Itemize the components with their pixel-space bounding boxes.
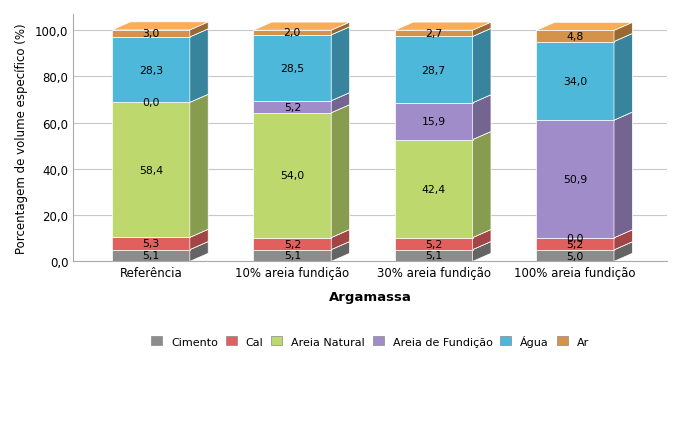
- X-axis label: Argamassa: Argamassa: [329, 291, 411, 304]
- Text: 4,8: 4,8: [567, 32, 584, 42]
- Text: 5,0: 5,0: [567, 251, 584, 261]
- Polygon shape: [190, 230, 208, 250]
- Bar: [112, 250, 190, 262]
- Polygon shape: [536, 113, 632, 121]
- Polygon shape: [536, 34, 632, 43]
- Bar: [536, 121, 614, 238]
- Polygon shape: [112, 95, 208, 103]
- Bar: [112, 103, 190, 238]
- Text: 2,0: 2,0: [284, 28, 301, 38]
- Bar: [254, 250, 331, 262]
- Text: 3,0: 3,0: [143, 29, 160, 39]
- Text: 58,4: 58,4: [139, 166, 163, 175]
- Text: 54,0: 54,0: [280, 171, 304, 181]
- Bar: [395, 37, 473, 104]
- Polygon shape: [473, 132, 491, 238]
- Text: 50,9: 50,9: [563, 175, 587, 184]
- Bar: [254, 31, 331, 36]
- Polygon shape: [331, 230, 350, 250]
- Polygon shape: [395, 132, 491, 140]
- Text: 42,4: 42,4: [421, 184, 446, 194]
- Text: 5,2: 5,2: [425, 239, 443, 249]
- Polygon shape: [536, 242, 632, 250]
- Bar: [536, 31, 614, 43]
- Polygon shape: [473, 242, 491, 262]
- Bar: [395, 104, 473, 140]
- Text: 5,2: 5,2: [284, 102, 301, 113]
- Polygon shape: [614, 34, 632, 121]
- Bar: [112, 31, 190, 38]
- Text: 34,0: 34,0: [563, 77, 587, 86]
- Polygon shape: [473, 230, 491, 250]
- Polygon shape: [254, 230, 350, 238]
- Polygon shape: [614, 113, 632, 238]
- Polygon shape: [331, 105, 350, 238]
- Polygon shape: [536, 23, 632, 31]
- Polygon shape: [112, 230, 208, 238]
- Polygon shape: [112, 242, 208, 250]
- Polygon shape: [473, 29, 491, 104]
- Bar: [112, 38, 190, 103]
- Polygon shape: [614, 230, 632, 250]
- Bar: [112, 238, 190, 250]
- Polygon shape: [190, 30, 208, 103]
- Polygon shape: [536, 230, 632, 238]
- Text: 5,1: 5,1: [425, 251, 443, 261]
- Text: 5,1: 5,1: [143, 251, 160, 261]
- Bar: [395, 31, 473, 37]
- Bar: [254, 114, 331, 238]
- Bar: [395, 238, 473, 250]
- Polygon shape: [395, 95, 491, 104]
- Polygon shape: [112, 30, 208, 38]
- Polygon shape: [254, 28, 350, 36]
- Text: 2,7: 2,7: [425, 29, 443, 39]
- Polygon shape: [331, 93, 350, 114]
- Y-axis label: Porcentagem de volume específico (%): Porcentagem de volume específico (%): [15, 23, 28, 253]
- Text: 15,9: 15,9: [421, 117, 446, 127]
- Polygon shape: [473, 23, 491, 37]
- Bar: [395, 250, 473, 262]
- Text: 28,7: 28,7: [421, 65, 446, 75]
- Text: 28,3: 28,3: [139, 65, 163, 75]
- Polygon shape: [395, 29, 491, 37]
- Polygon shape: [190, 242, 208, 262]
- Text: 5,1: 5,1: [284, 251, 301, 261]
- Text: 0,0: 0,0: [142, 98, 160, 108]
- Bar: [536, 43, 614, 121]
- Polygon shape: [614, 23, 632, 43]
- Polygon shape: [254, 93, 350, 101]
- Bar: [395, 140, 473, 238]
- Polygon shape: [473, 95, 491, 140]
- Bar: [536, 238, 614, 250]
- Polygon shape: [331, 242, 350, 262]
- Text: 28,5: 28,5: [280, 64, 304, 74]
- Legend: Cimento, Cal, Areia Natural, Areia de Fundição, Água, Ar: Cimento, Cal, Areia Natural, Areia de Fu…: [148, 332, 593, 350]
- Polygon shape: [331, 23, 350, 36]
- Polygon shape: [395, 230, 491, 238]
- Text: 5,3: 5,3: [143, 239, 160, 249]
- Polygon shape: [254, 23, 350, 31]
- Bar: [254, 238, 331, 250]
- Text: 5,2: 5,2: [284, 239, 301, 249]
- Bar: [254, 101, 331, 114]
- Polygon shape: [331, 28, 350, 101]
- Polygon shape: [254, 105, 350, 114]
- Bar: [536, 250, 614, 262]
- Polygon shape: [190, 95, 208, 238]
- Polygon shape: [254, 242, 350, 250]
- Polygon shape: [395, 23, 491, 31]
- Polygon shape: [395, 242, 491, 250]
- Text: 0,0: 0,0: [566, 233, 584, 243]
- Polygon shape: [190, 23, 208, 38]
- Bar: [254, 36, 331, 101]
- Polygon shape: [112, 23, 208, 31]
- Polygon shape: [614, 242, 632, 262]
- Text: 5,2: 5,2: [567, 239, 584, 249]
